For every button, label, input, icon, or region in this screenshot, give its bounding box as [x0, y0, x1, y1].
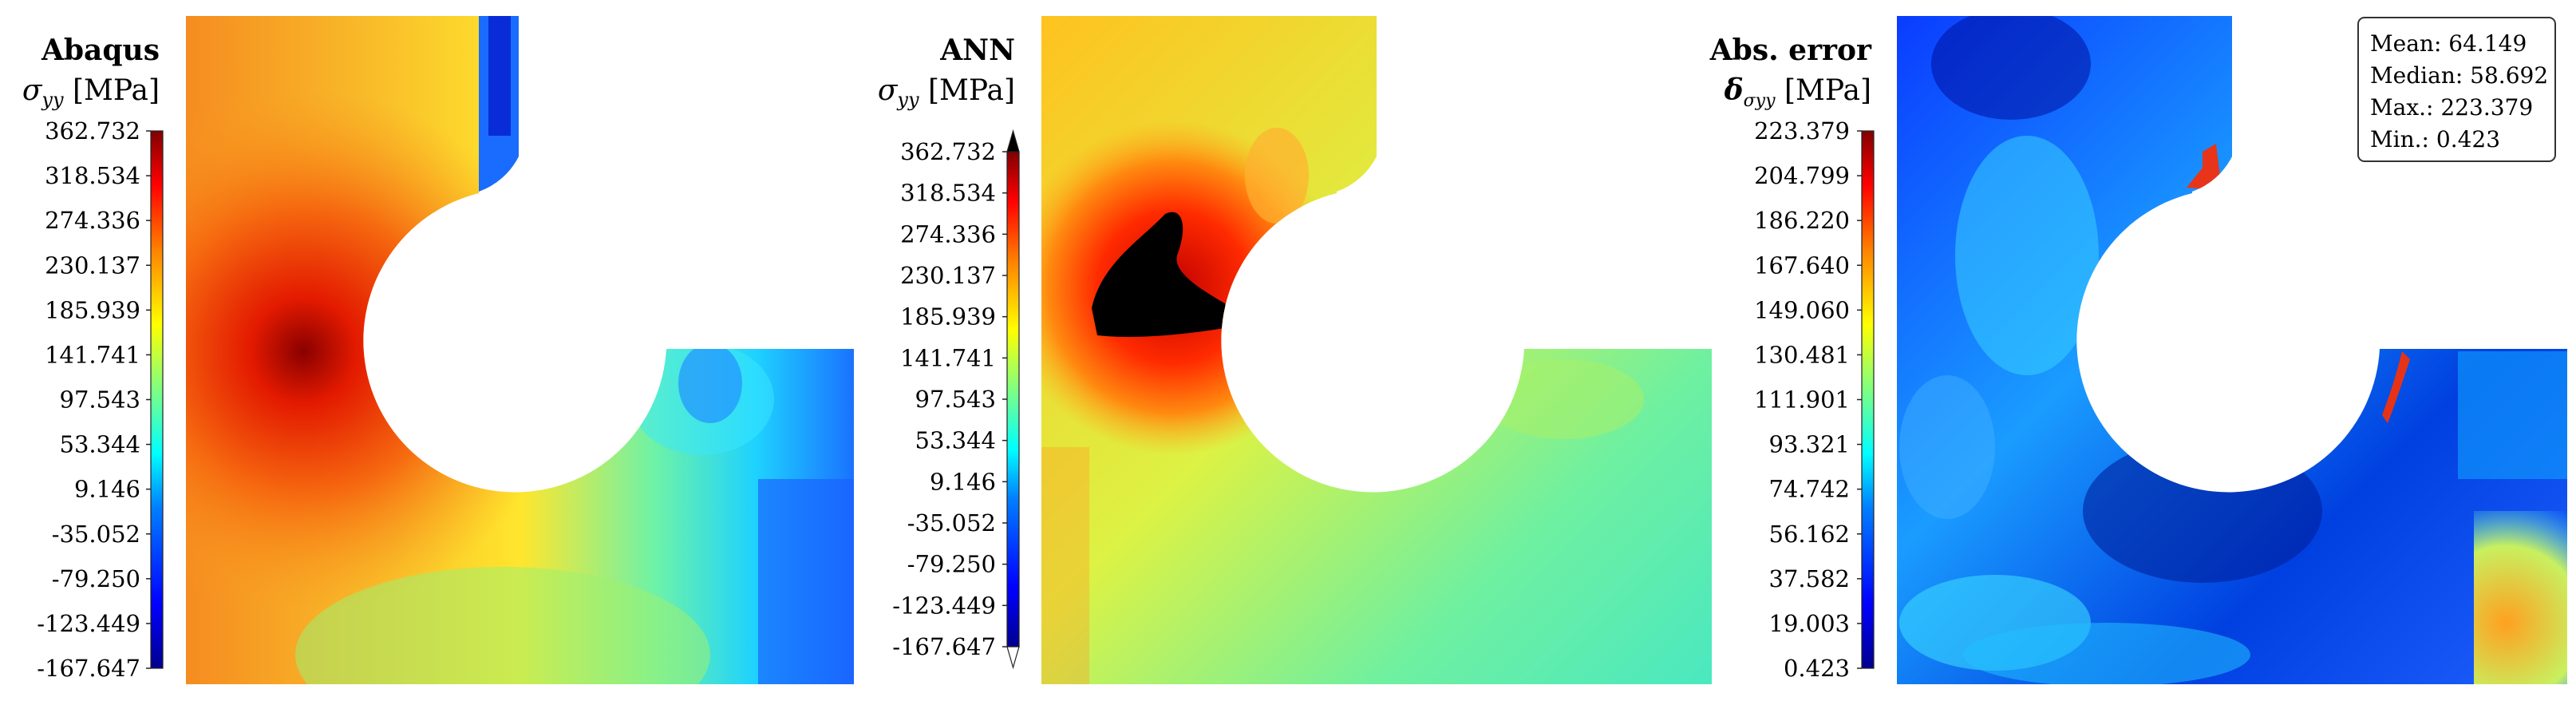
colorbar-error: [1861, 130, 1875, 669]
stat-median: Median: 58.692: [2370, 62, 2548, 89]
colorbar-tick-label: -35.052: [52, 521, 140, 548]
stats-box: Mean: 64.149 Median: 58.692 Max.: 223.37…: [2357, 17, 2556, 162]
colorbar-tick-label: -167.647: [892, 633, 996, 660]
colorbar-tick-label: 9.146: [74, 476, 140, 503]
stat-min: Min.: 0.423: [2370, 126, 2500, 152]
colorbar-tick-label: 130.481: [1754, 341, 1850, 368]
colorbar-tick-label: 230.137: [45, 251, 140, 279]
colorbar-tick-label: 362.732: [900, 138, 996, 165]
subtitle-abaqus-subscript: yy: [41, 89, 64, 111]
subtitle-ann-symbol: σ: [878, 74, 899, 107]
subtitle-error-subscript: σyy: [1744, 91, 1776, 111]
subtitle-abaqus-symbol: σ: [22, 74, 43, 107]
colorbar-tick-label: 318.534: [900, 180, 996, 207]
stat-mean: Mean: 64.149: [2370, 30, 2527, 57]
colorbar-tick-label: 53.344: [915, 427, 996, 454]
subtitle-error: δσyy [MPa]: [1724, 73, 1871, 111]
colorbar-ann: [1006, 129, 1020, 670]
colorbar-tick-label: -123.449: [37, 610, 140, 637]
colorbar-tick-label: 204.799: [1754, 162, 1850, 189]
colorbar-tick-label: 0.423: [1784, 655, 1850, 682]
colorbar-tick-label: 53.344: [60, 431, 140, 458]
colorbar-tick-label: 149.060: [1754, 296, 1850, 323]
colorbar-tick-label: 97.543: [60, 386, 140, 414]
colorbar-tick-label: -79.250: [907, 551, 996, 578]
title-error: Abs. error: [1709, 34, 1872, 67]
colorbar-tick-label: 185.939: [45, 296, 140, 323]
colorbar-tick-label: 111.901: [1754, 386, 1850, 414]
subtitle-ann-unit: [MPa]: [928, 74, 1015, 107]
title-abaqus: Abaqus: [41, 34, 160, 67]
colorbar-error-ticks: 223.379 204.799 186.220 167.640 149.060 130.4…: [1754, 117, 1862, 682]
colorbar-tick-label: 56.162: [1769, 521, 1850, 548]
colorbar-tick-label: 37.582: [1769, 565, 1850, 592]
panel-abaqus-contour: [186, 16, 854, 684]
colorbar-tick-label: 230.137: [900, 262, 996, 289]
panel-ann-contour: [1041, 16, 1712, 684]
colorbar-tick-label: 186.220: [1754, 207, 1850, 234]
colorbar-ann-ticks: 362.732 318.534 274.336 230.137 185.939 141.7…: [892, 138, 1007, 660]
subtitle-abaqus: σyy [MPa]: [22, 74, 160, 111]
subtitle-error-unit: [MPa]: [1784, 74, 1871, 107]
colorbar-ann-underflow-arrow: [1006, 646, 1020, 670]
title-ann: ANN: [939, 34, 1015, 67]
colorbar-tick-label: -35.052: [907, 509, 996, 537]
colorbar-tick-label: 19.003: [1769, 610, 1850, 637]
colorbar-tick-label: 274.336: [45, 207, 140, 234]
colorbar-tick-label: 141.741: [900, 344, 996, 371]
colorbar-tick-label: 74.742: [1769, 476, 1850, 503]
colorbar-tick-label: -79.250: [52, 565, 140, 592]
colorbar-abaqus-ticks: 362.732 318.534 274.336 230.137 185.939 141.7…: [37, 117, 151, 682]
colorbar-tick-label: -167.647: [37, 655, 140, 682]
subtitle-ann-subscript: yy: [896, 89, 919, 111]
colorbar-abaqus: [150, 130, 164, 669]
colorbar-tick-label: 185.939: [900, 303, 996, 331]
colorbar-tick-label: 318.534: [45, 162, 140, 189]
colorbar-tick-label: -123.449: [892, 592, 996, 619]
colorbar-tick-label: 167.640: [1754, 251, 1850, 279]
colorbar-tick-label: 93.321: [1769, 431, 1850, 458]
stat-max: Max.: 223.379: [2370, 94, 2533, 121]
colorbar-tick-label: 223.379: [1754, 117, 1850, 145]
colorbar-tick-label: 274.336: [900, 220, 996, 248]
subtitle-error-symbol: δ: [1724, 73, 1744, 107]
colorbar-tick-label: 362.732: [45, 117, 140, 145]
colorbar-tick-label: 9.146: [930, 468, 996, 495]
colorbar-tick-label: 141.741: [45, 341, 140, 368]
subtitle-abaqus-unit: [MPa]: [73, 74, 160, 107]
colorbar-ann-overflow-arrow: [1006, 129, 1020, 152]
subtitle-ann: σyy [MPa]: [878, 74, 1015, 111]
colorbar-tick-label: 97.543: [915, 386, 996, 413]
